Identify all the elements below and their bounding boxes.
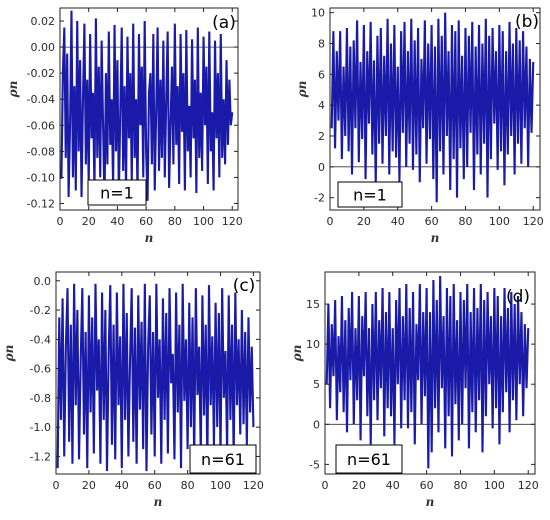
x-tick-label: 60 bbox=[420, 479, 434, 492]
x-axis-label: n bbox=[154, 495, 163, 509]
y-axis-label: ρn bbox=[295, 81, 309, 99]
panel-a: 0 20 40 60 80 100 120 0.02 0.00 -0.02 -0.04 -0.06 -0… bbox=[6, 7, 243, 245]
y-tick-label: 0 bbox=[318, 161, 325, 174]
y-tick-label: -2 bbox=[314, 192, 325, 205]
y-tick-label: -0.02 bbox=[27, 67, 55, 80]
panel-label: (b) bbox=[515, 12, 539, 32]
x-tick-label: 0 bbox=[327, 215, 334, 228]
y-tick-label: 8 bbox=[318, 37, 325, 50]
y-tick-label: -0.06 bbox=[27, 119, 55, 132]
y-tick-label: 2 bbox=[318, 130, 325, 143]
x-tick-label: 120 bbox=[243, 479, 264, 492]
y-tick-label: 0.0 bbox=[34, 275, 52, 288]
x-tick-label: 40 bbox=[391, 215, 405, 228]
series-line bbox=[56, 283, 255, 472]
y-tick-label: -5 bbox=[309, 458, 320, 471]
y-tick-label: 0 bbox=[313, 418, 320, 431]
x-tick-label: 80 bbox=[168, 215, 182, 228]
y-tick-label: -0.6 bbox=[30, 363, 51, 376]
y-tick-label: -0.12 bbox=[27, 197, 55, 210]
y-tick-label: -0.2 bbox=[30, 304, 51, 317]
x-tick-label: 0 bbox=[322, 479, 329, 492]
n-box bbox=[335, 444, 403, 474]
x-axis-label: n bbox=[426, 495, 435, 509]
panel-label: (d) bbox=[506, 287, 530, 307]
x-tick-label: 60 bbox=[425, 215, 439, 228]
y-tick-label: 10 bbox=[306, 338, 320, 351]
x-tick-label: 120 bbox=[222, 215, 243, 228]
y-tick-label: 6 bbox=[318, 68, 325, 81]
x-tick-label: 80 bbox=[453, 479, 467, 492]
x-tick-label: 0 bbox=[53, 479, 60, 492]
y-tick-label: 0.02 bbox=[31, 15, 56, 28]
x-tick-label: 0 bbox=[57, 215, 64, 228]
x-tick-label: 100 bbox=[484, 479, 505, 492]
series-line bbox=[325, 275, 530, 469]
y-tick-label: 5 bbox=[313, 378, 320, 391]
series-line bbox=[60, 10, 234, 204]
y-tick-label: -1.0 bbox=[30, 421, 51, 434]
y-tick-label: -0.10 bbox=[27, 171, 55, 184]
y-tick-label: 4 bbox=[318, 99, 325, 112]
x-tick-label: 20 bbox=[352, 479, 366, 492]
plot-frame bbox=[324, 271, 536, 475]
y-tick-label: 0.00 bbox=[31, 41, 56, 54]
x-tick-label: 80 bbox=[181, 479, 195, 492]
x-tick-label: 100 bbox=[210, 479, 231, 492]
x-tick-label: 20 bbox=[82, 479, 96, 492]
y-tick-label: -0.08 bbox=[27, 145, 55, 158]
y-axis-label: ρn bbox=[290, 345, 304, 363]
plot-frame bbox=[55, 271, 261, 475]
x-tick-label: 40 bbox=[386, 479, 400, 492]
y-tick-label: 15 bbox=[306, 298, 320, 311]
x-tick-label: 100 bbox=[193, 215, 214, 228]
n-box-label: n=61 bbox=[347, 450, 391, 469]
n-box-label: n=61 bbox=[201, 450, 245, 469]
y-axis-label: ρn bbox=[6, 81, 20, 99]
x-tick-label: 60 bbox=[139, 215, 153, 228]
panel-label: (c) bbox=[233, 276, 256, 296]
x-axis-label: n bbox=[145, 231, 154, 245]
series-line bbox=[330, 12, 535, 203]
n-box bbox=[87, 179, 147, 206]
n-box-label: n=1 bbox=[353, 186, 387, 205]
n-box bbox=[337, 181, 403, 208]
y-axis-label: ρn bbox=[2, 345, 16, 363]
x-axis-label: n bbox=[431, 231, 440, 245]
x-tick-label: 40 bbox=[110, 215, 124, 228]
y-tick-label: -0.04 bbox=[27, 93, 55, 106]
y-tick-label: -1.2 bbox=[30, 450, 51, 463]
plot-frame bbox=[329, 7, 541, 211]
x-tick-label: 120 bbox=[518, 479, 539, 492]
x-tick-label: 60 bbox=[148, 479, 162, 492]
y-tick-label: -0.8 bbox=[30, 392, 51, 405]
n-box bbox=[189, 444, 257, 474]
plot-frame bbox=[59, 7, 239, 211]
x-tick-label: 20 bbox=[82, 215, 96, 228]
x-tick-label: 20 bbox=[357, 215, 371, 228]
panel-label: (a) bbox=[212, 13, 236, 33]
x-tick-label: 100 bbox=[489, 215, 510, 228]
y-tick-label: 10 bbox=[311, 7, 325, 20]
y-tick-label: -0.4 bbox=[30, 333, 51, 346]
panel-c: 0 20 40 60 80 100 120 0.0 -0.2 -0.4 -0.6 -0.8 -1.0 -1… bbox=[2, 271, 264, 509]
x-tick-label: 80 bbox=[458, 215, 472, 228]
x-tick-label: 120 bbox=[523, 215, 544, 228]
x-tick-label: 40 bbox=[115, 479, 129, 492]
n-box-label: n=1 bbox=[100, 184, 134, 203]
